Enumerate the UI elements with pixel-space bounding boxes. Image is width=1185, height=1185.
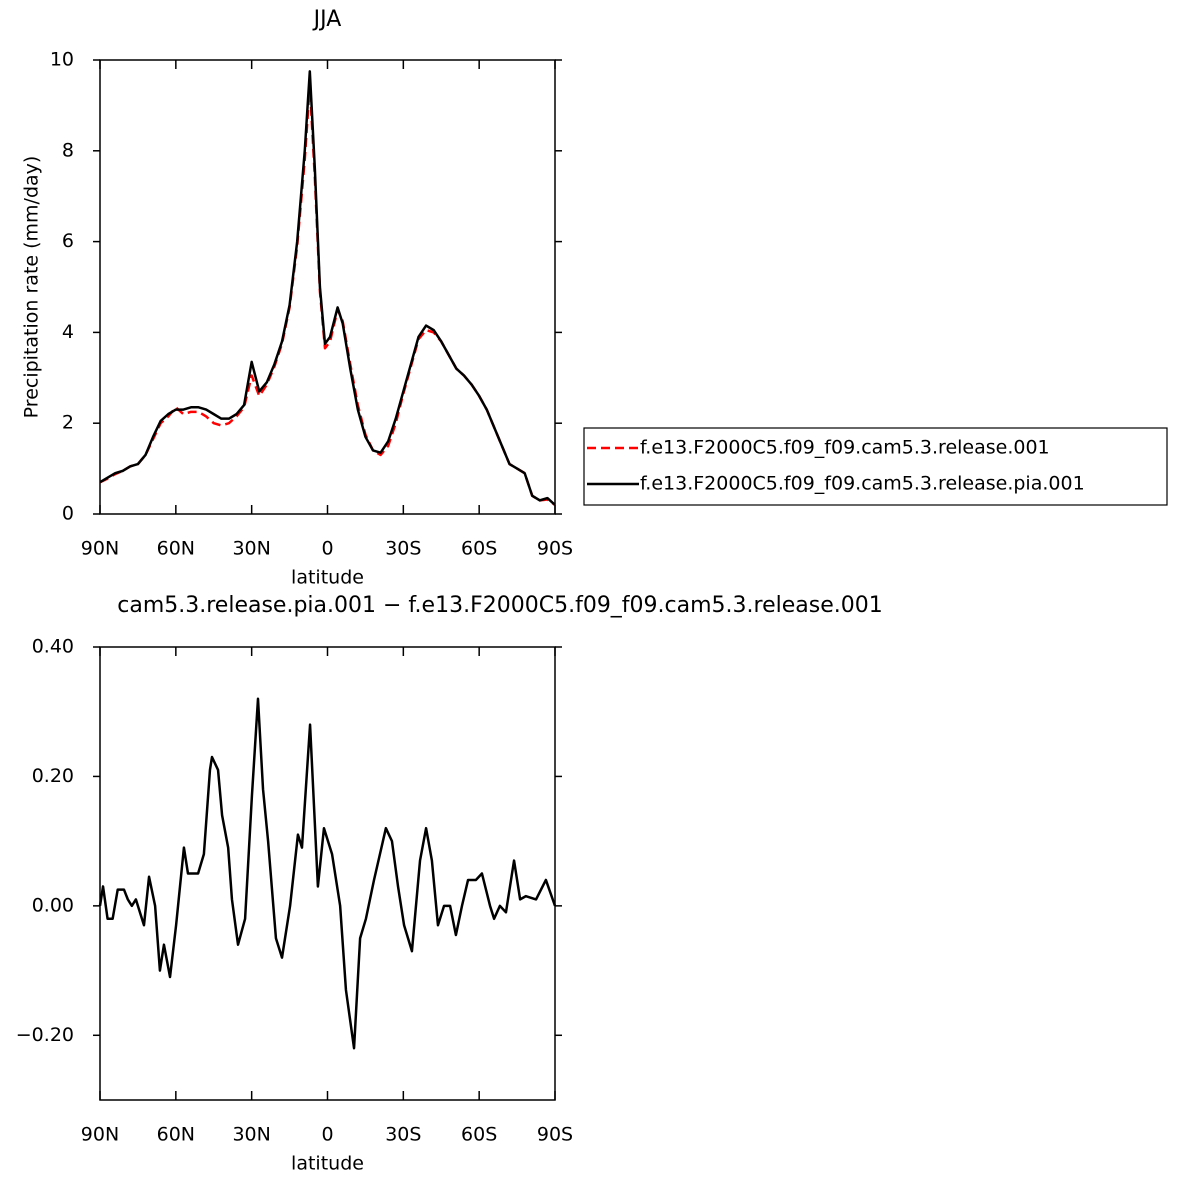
x-tick-label: 30N bbox=[232, 1124, 270, 1146]
y-tick-label: 10 bbox=[50, 49, 74, 71]
x-tick-label: 60S bbox=[461, 538, 497, 560]
x-tick-label: 30S bbox=[385, 538, 421, 560]
x-tick-label: 90N bbox=[81, 538, 119, 560]
legend-label: f.e13.F2000C5.f09_f09.cam5.3.release.001 bbox=[640, 437, 1050, 459]
y-tick-label: 2 bbox=[62, 412, 74, 434]
x-tick-label: 30S bbox=[385, 1124, 421, 1146]
x-tick-label: 0 bbox=[321, 1124, 333, 1146]
series-line bbox=[98, 697, 557, 1050]
x-tick-label: 30N bbox=[232, 538, 270, 560]
x-tick-label: 60N bbox=[157, 538, 195, 560]
x-axis-label: latitude bbox=[291, 567, 364, 589]
y-tick-label: 0 bbox=[62, 503, 74, 525]
legend-label: f.e13.F2000C5.f09_f09.cam5.3.release.pia… bbox=[640, 473, 1085, 495]
plot-frame bbox=[99, 646, 556, 1101]
x-axis-label: latitude bbox=[291, 1153, 364, 1175]
x-tick-label: 90S bbox=[537, 1124, 573, 1146]
y-tick-label: 8 bbox=[62, 139, 74, 161]
x-tick-label: 90S bbox=[537, 538, 573, 560]
y-tick-label: 0.40 bbox=[32, 636, 74, 658]
y-tick-label: −0.20 bbox=[16, 1024, 74, 1046]
x-tick-label: 0 bbox=[321, 538, 333, 560]
y-tick-label: 4 bbox=[62, 321, 74, 343]
chart-title: cam5.3.release.pia.001 − f.e13.F2000C5.f… bbox=[117, 593, 883, 618]
y-axis-label: Precipitation rate (mm/day) bbox=[21, 156, 43, 419]
y-tick-label: 0.00 bbox=[32, 894, 74, 916]
x-tick-label: 90N bbox=[81, 1124, 119, 1146]
x-tick-label: 60S bbox=[461, 1124, 497, 1146]
y-tick-label: 0.20 bbox=[32, 765, 74, 787]
legend-box bbox=[583, 427, 1168, 506]
chart-title: JJA bbox=[312, 7, 342, 32]
y-tick-label: 6 bbox=[62, 230, 74, 252]
plot-frame bbox=[99, 59, 556, 515]
x-tick-label: 60N bbox=[157, 1124, 195, 1146]
series-line bbox=[99, 83, 556, 506]
series-line bbox=[99, 70, 556, 506]
